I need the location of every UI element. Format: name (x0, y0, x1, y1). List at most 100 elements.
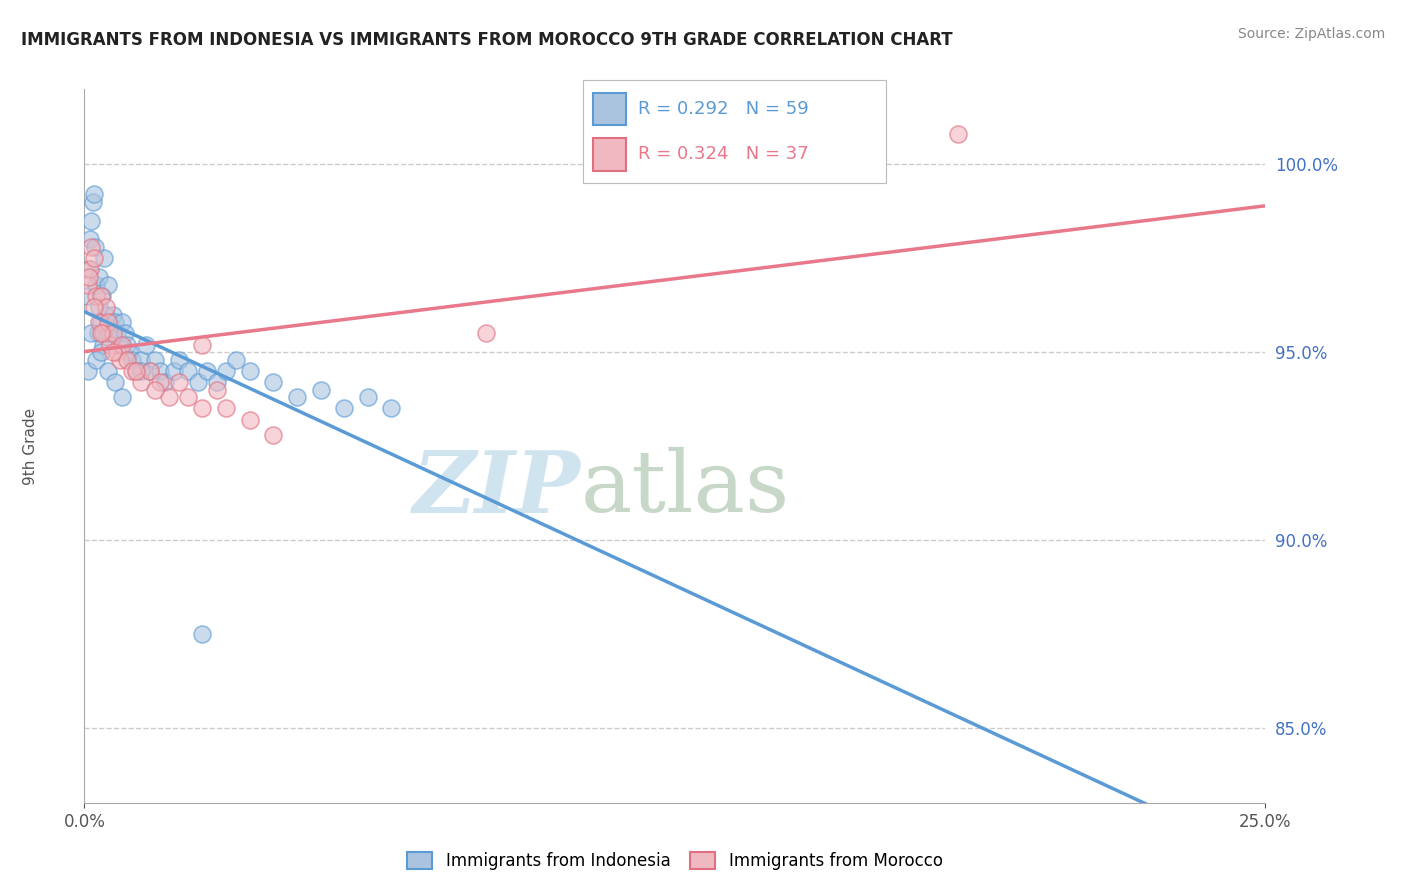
Point (125, 364, 148, 378)
Point (77, 364, 100, 378)
Point (83, 240, 105, 254)
Point (121, 364, 143, 378)
Point (135, 337, 157, 351)
Point (167, 375, 190, 389)
Point (163, 364, 186, 378)
Point (115, 352, 138, 367)
Point (357, 390, 380, 404)
Point (115, 337, 138, 351)
Text: IMMIGRANTS FROM INDONESIA VS IMMIGRANTS FROM MOROCCO 9TH GRADE CORRELATION CHART: IMMIGRANTS FROM INDONESIA VS IMMIGRANTS … (21, 31, 953, 49)
Point (380, 401, 402, 416)
Point (101, 345, 124, 359)
Legend: Immigrants from Indonesia, Immigrants from Morocco: Immigrants from Indonesia, Immigrants fr… (401, 845, 949, 877)
Point (83, 251, 105, 265)
Point (91, 337, 114, 351)
Point (82, 194, 104, 209)
Point (167, 352, 190, 367)
Point (239, 364, 262, 378)
Point (205, 375, 228, 389)
Point (77, 277, 100, 292)
Point (80, 326, 103, 341)
Point (77, 262, 100, 277)
Point (262, 375, 284, 389)
Point (157, 390, 180, 404)
Point (191, 627, 214, 641)
Point (205, 383, 228, 397)
Point (309, 383, 332, 397)
Point (118, 345, 141, 359)
Point (108, 352, 131, 367)
Point (285, 390, 308, 404)
Point (143, 383, 166, 397)
Point (84, 352, 107, 367)
Point (333, 401, 356, 416)
Point (77, 270, 100, 285)
Point (225, 352, 247, 367)
Bar (592, 93, 626, 126)
Point (80, 213, 103, 227)
Point (215, 364, 238, 378)
Point (239, 413, 262, 427)
Point (104, 315, 127, 329)
Bar (592, 137, 626, 170)
Point (101, 326, 124, 341)
Point (143, 352, 166, 367)
Point (177, 364, 200, 378)
Point (215, 401, 238, 416)
Point (79, 262, 101, 277)
Point (91, 326, 114, 341)
Point (97, 364, 120, 378)
Point (129, 352, 152, 367)
Point (97, 277, 120, 292)
Point (84, 277, 107, 292)
Point (86, 326, 108, 341)
Point (79, 232, 101, 246)
Text: R = 0.324   N = 37: R = 0.324 N = 37 (638, 145, 808, 163)
Point (948, 128, 970, 142)
Point (83, 300, 105, 314)
Point (96, 326, 118, 341)
Point (90, 326, 112, 341)
Point (191, 401, 214, 416)
Point (191, 337, 214, 351)
Point (139, 364, 162, 378)
Text: ZIP: ZIP (412, 447, 581, 531)
Point (195, 364, 218, 378)
Point (153, 375, 176, 389)
Point (84, 289, 107, 303)
Point (98, 326, 121, 341)
Point (111, 315, 134, 329)
Point (139, 364, 162, 378)
Point (125, 364, 148, 378)
Point (111, 390, 134, 404)
Point (121, 352, 143, 367)
Point (89, 270, 111, 285)
Point (114, 326, 136, 341)
Point (107, 326, 129, 341)
Text: 9th Grade: 9th Grade (24, 408, 38, 484)
Point (98, 337, 121, 351)
Point (111, 337, 134, 351)
Point (83, 187, 105, 202)
Point (87, 315, 110, 329)
Point (87, 300, 110, 314)
Point (108, 337, 131, 351)
Point (90, 345, 112, 359)
Point (107, 345, 129, 359)
Point (129, 364, 152, 378)
Point (104, 375, 127, 389)
Point (97, 315, 120, 329)
Point (101, 308, 124, 322)
Point (80, 240, 103, 254)
Text: R = 0.292   N = 59: R = 0.292 N = 59 (638, 100, 808, 118)
Point (177, 390, 200, 404)
Point (149, 375, 172, 389)
Point (187, 375, 209, 389)
Text: Source: ZipAtlas.com: Source: ZipAtlas.com (1237, 27, 1385, 41)
Point (475, 326, 498, 341)
Point (94, 300, 117, 314)
Point (90, 315, 112, 329)
Point (93, 251, 115, 265)
Point (91, 289, 114, 303)
Point (262, 427, 284, 442)
